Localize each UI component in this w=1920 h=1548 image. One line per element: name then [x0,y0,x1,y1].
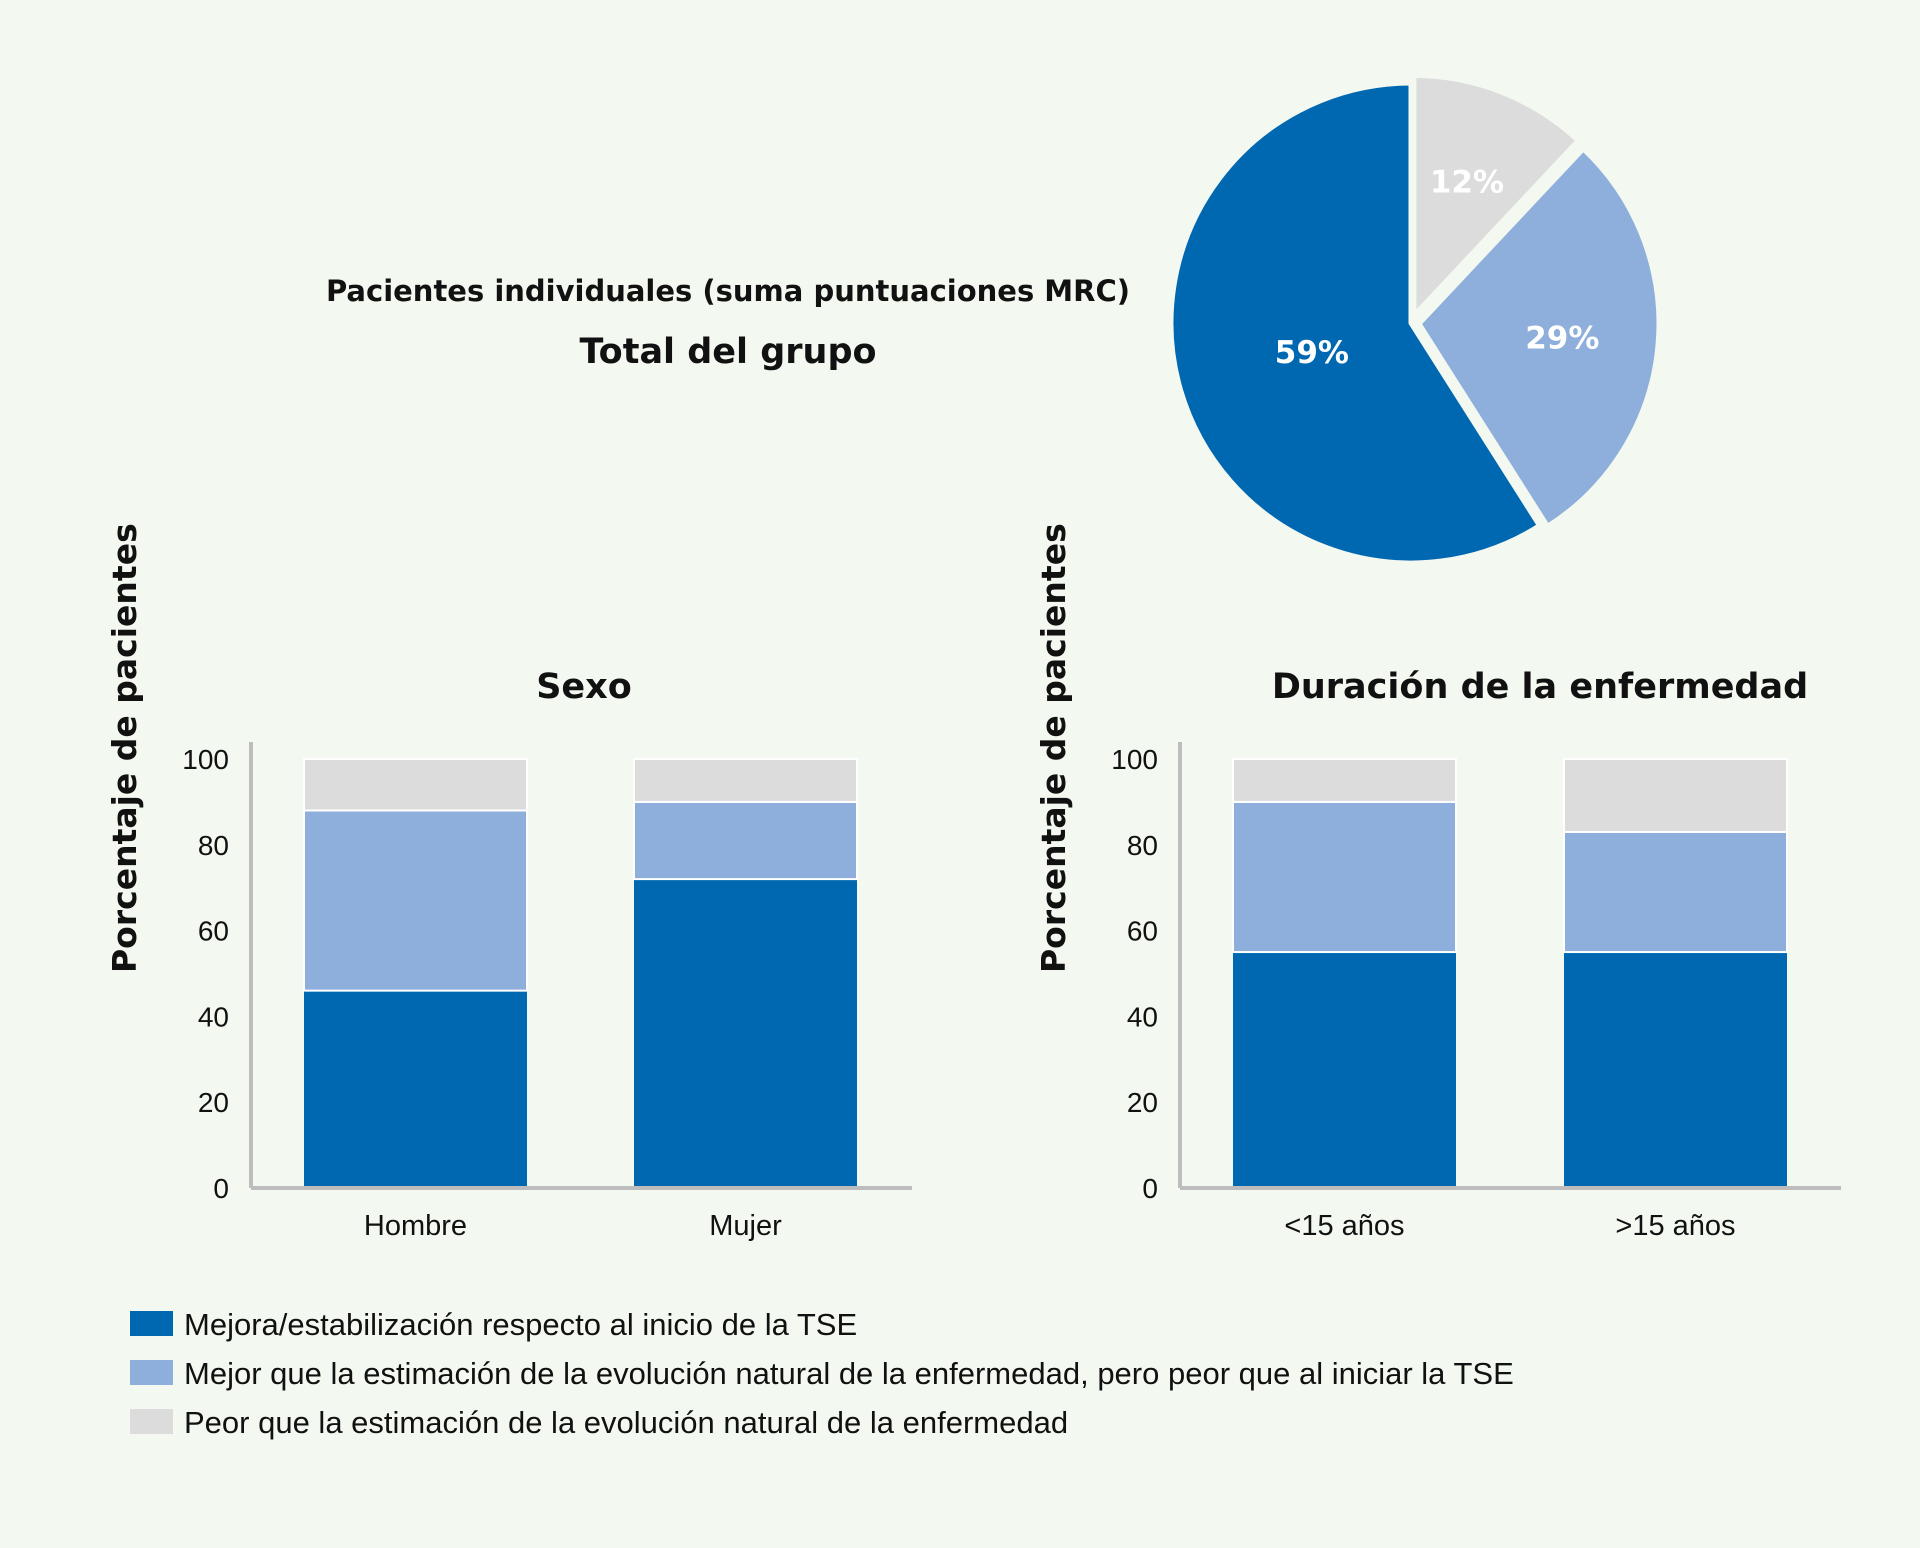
legend: Mejora/estabilización respecto al inicio… [130,1307,1514,1440]
bar-chart-duracion: Duración de la enfermedad Porcentaje de p… [1034,523,1841,1242]
bar-segment [633,800,858,881]
pie-slice [1168,80,1544,566]
bar-segment [1563,830,1788,954]
legend-swatch [130,1311,173,1336]
pie-slice-label: 59% [1275,335,1349,371]
legend-label: Mejora/estabilización respecto al inicio… [184,1307,857,1342]
bar-segment [1564,952,1787,1188]
y-tick-label: 40 [198,1001,229,1032]
chart-title: Sexo [536,667,632,707]
bar-segment [1232,800,1457,954]
legend-label: Peor que la estimación de la evolución n… [184,1405,1068,1440]
legend-swatch [130,1409,173,1434]
y-axis-label: Porcentaje de pacientes [105,523,144,973]
pie-slice [1415,145,1662,530]
x-tick-label: Hombre [364,1210,467,1242]
bar-segment [633,758,858,803]
bar-segment [303,809,528,992]
header-title: Total del grupo [579,332,876,372]
y-tick-label: 0 [213,1173,229,1204]
legend-label: Mejor que la estimación de la evolución … [184,1356,1514,1391]
bar-segment [1233,952,1456,1188]
pie-slice [1411,73,1582,322]
y-tick-label: 20 [1127,1087,1158,1118]
y-tick-label: 20 [198,1087,229,1118]
y-tick-label: 60 [1127,916,1158,947]
y-axis-label: Porcentaje de pacientes [1034,523,1073,973]
bar-segment [303,758,528,812]
pie-chart: 12% 29% 59% [1168,73,1662,566]
bar-segment [1563,758,1788,833]
bar-segment [634,879,857,1188]
pie-slice-label: 12% [1430,165,1504,201]
x-tick-label: Mujer [709,1210,782,1242]
y-tick-label: 0 [1142,1173,1158,1204]
bar-segment [1232,758,1457,803]
y-tick-label: 80 [1127,830,1158,861]
legend-swatch [130,1360,173,1385]
x-tick-label: >15 años [1615,1210,1735,1242]
y-tick-label: 100 [1111,744,1158,775]
y-tick-label: 80 [198,830,229,861]
chart-title: Duración de la enfermedad [1272,667,1808,707]
pie-slice-label: 29% [1525,320,1599,356]
y-tick-label: 60 [198,916,229,947]
bar-segment [304,990,527,1188]
bar-chart-sexo: Sexo Porcentaje de pacientes 0 20 40 60 80 100 H… [105,523,912,1242]
y-tick-label: 40 [1127,1001,1158,1032]
y-tick-label: 100 [182,744,229,775]
x-tick-label: <15 años [1284,1210,1404,1242]
header-subtitle: Pacientes individuales (suma puntuacione… [326,274,1130,308]
